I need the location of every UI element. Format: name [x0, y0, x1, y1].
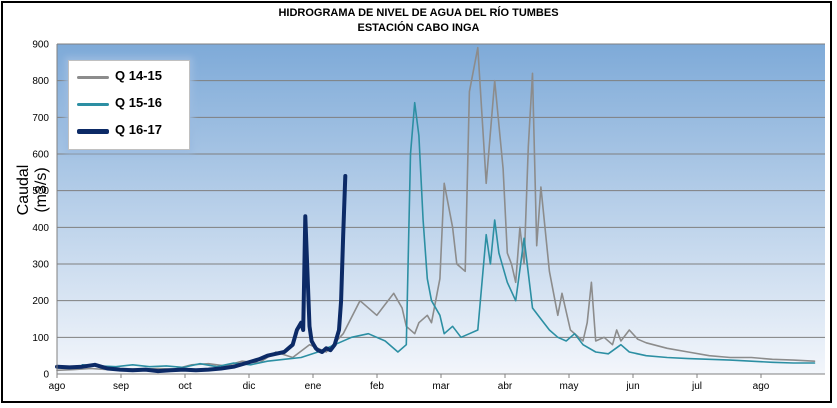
y-tick-label: 0: [43, 370, 49, 381]
x-tick-label: oct: [178, 381, 192, 392]
y-tick-label: 500: [32, 186, 49, 197]
legend: Q 14-15 Q 15-16 Q 16-17: [68, 60, 190, 150]
x-tick-label: jul: [691, 381, 702, 392]
x-tick-label: mar: [432, 381, 450, 392]
x-axis-ticks: ago sep oct dic ene feb mar abr may jun jul ago: [49, 374, 770, 392]
legend-label: Q 16-17: [115, 122, 162, 137]
x-tick-label: ago: [49, 381, 66, 392]
legend-swatch: [77, 129, 109, 134]
legend-item-q-14-15: Q 14-15: [77, 67, 187, 87]
chart-title: HIDROGRAMA DE NIVEL DE AGUA DEL RÍO TUMB…: [278, 7, 559, 19]
x-tick-label: ene: [305, 381, 322, 392]
series-lines: [55, 46, 816, 374]
x-tick-label: ago: [753, 381, 770, 392]
y-tick-label: 700: [32, 113, 49, 124]
y-tick-label: 200: [32, 296, 49, 307]
legend-label: Q 15-16: [115, 95, 162, 110]
y-tick-label: 300: [32, 260, 49, 271]
x-tick-label: abr: [498, 381, 513, 392]
y-tick-label: 400: [32, 223, 49, 234]
legend-item-q-16-17: Q 16-17: [77, 121, 187, 141]
x-tick-label: jun: [625, 381, 639, 392]
x-tick-label: sep: [113, 381, 130, 392]
y-tick-label: 600: [32, 150, 49, 161]
x-tick-label: feb: [370, 381, 384, 392]
y-axis-ticks: 0 100 200 300 400 500 600 700 800 900: [32, 40, 49, 381]
legend-swatch: [77, 103, 109, 106]
series-line-q-15-16: [81, 101, 816, 369]
legend-swatch: [77, 76, 109, 79]
y-tick-label: 800: [32, 76, 49, 87]
legend-item-q-15-16: Q 15-16: [77, 94, 187, 114]
x-tick-label: dic: [243, 381, 256, 392]
chart-subtitle: ESTACIÓN CABO INGA: [357, 22, 480, 34]
legend-label: Q 14-15: [115, 68, 162, 83]
y-tick-label: 100: [32, 333, 49, 344]
series-line-q-16-17: [55, 174, 348, 374]
y-tick-label: 900: [32, 40, 49, 51]
x-tick-label: may: [560, 381, 579, 392]
